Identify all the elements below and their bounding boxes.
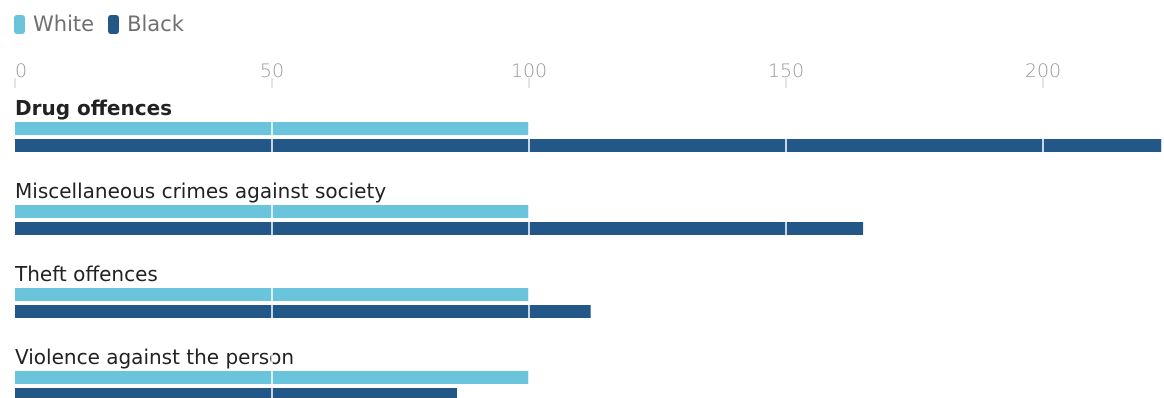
category-label: Miscellaneous crimes against society [15, 179, 386, 203]
x-tick-label: 0 [15, 60, 27, 82]
bar-black [15, 139, 1162, 152]
x-tick-label: 200 [1025, 60, 1061, 82]
category-label: Theft offences [14, 262, 158, 286]
legend-swatch-white [14, 14, 25, 34]
legend-swatch-black [108, 14, 120, 34]
legend: White Black [14, 10, 198, 38]
legend-label-black: Black [127, 12, 184, 36]
legend-item-white: White [14, 10, 94, 38]
legend-item-black: Black [108, 10, 184, 38]
legend-label-white: White [33, 12, 95, 36]
bar-black [15, 222, 864, 235]
category-label: Drug offences [15, 96, 172, 120]
category-label: Violence against the person [15, 345, 294, 369]
x-tick-label: 50 [260, 60, 284, 82]
x-tick-label: 150 [768, 60, 804, 82]
bar-black [15, 305, 591, 318]
bar-black [15, 388, 458, 398]
x-tick-label: 100 [511, 60, 547, 82]
